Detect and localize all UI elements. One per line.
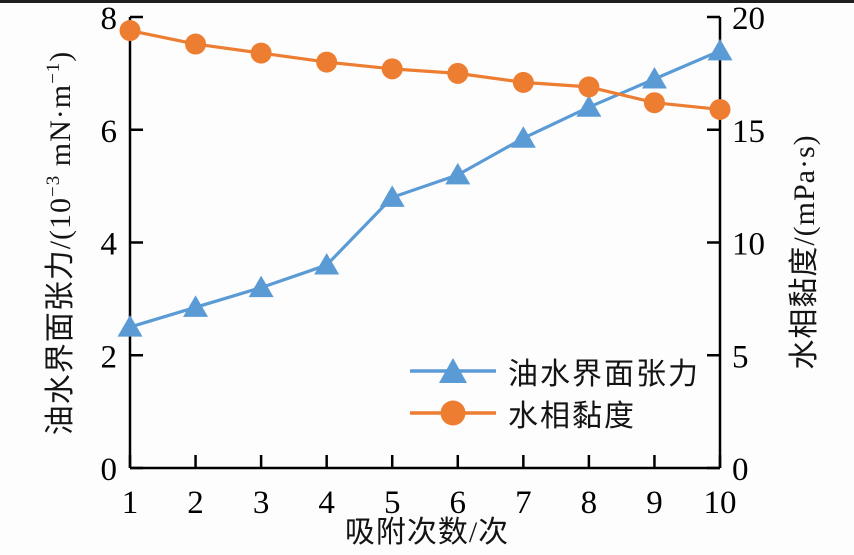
series-1-circle-marker <box>185 33 207 55</box>
series-1-circle-marker <box>381 58 403 80</box>
y-left-tick-label: 6 <box>101 114 118 150</box>
series-0-triangle-marker <box>183 295 209 317</box>
x-tick-label: 3 <box>253 485 270 521</box>
series-1-circle-marker <box>250 42 272 64</box>
series-1-circle-marker <box>447 62 469 84</box>
x-tick-label: 6 <box>450 485 467 521</box>
series-1-circle-marker <box>512 71 534 93</box>
series-1-circle-marker <box>119 20 141 42</box>
top-border-line <box>0 0 854 3</box>
y-axis-label-left: 油水界面张力/(10−3 mN·m−1) <box>35 51 79 436</box>
circle-marker-icon <box>440 400 466 426</box>
x-tick-label: 10 <box>704 485 737 521</box>
y-left-close-paren: ) <box>44 50 77 62</box>
series-0-triangle-marker <box>445 162 471 185</box>
y-left-tick-label: 0 <box>101 452 118 488</box>
series-0-triangle-marker <box>707 38 733 61</box>
y-right-tick-label: 5 <box>732 339 749 375</box>
y-right-tick-label: 0 <box>732 452 749 488</box>
x-tick-label: 4 <box>318 485 335 521</box>
legend: 油水界面张力 水相黏度 <box>408 352 700 433</box>
series-layer <box>117 20 733 337</box>
x-tick-label: 8 <box>581 485 598 521</box>
x-tick-label: 2 <box>187 485 204 521</box>
series-0-triangle-marker <box>314 253 340 275</box>
legend-key-circle <box>410 400 496 426</box>
x-tick-label: 1 <box>122 485 139 521</box>
y-right-tick-label: 15 <box>732 114 765 150</box>
x-axis-label: 吸附次数/次 <box>344 516 510 549</box>
y-left-tick-label: 2 <box>101 339 118 375</box>
series-0-line <box>128 49 722 329</box>
series-1-circle-marker <box>316 51 338 73</box>
y-right-tick-label: 10 <box>732 227 765 263</box>
series-0-triangle-marker <box>510 126 536 148</box>
axes-layer: 0 2 4 6 8 0 5 10 15 20 1 2 3 4 5 6 7 8 9 10 <box>101 1 766 521</box>
legend-label-tension: 油水界面张力 <box>508 358 700 391</box>
series-0-triangle-marker <box>248 275 274 298</box>
x-tick-label: 9 <box>646 485 663 521</box>
series-0-triangle-marker <box>576 95 602 117</box>
series-1-circle-marker <box>578 76 600 98</box>
y-left-tick-label: 8 <box>101 1 118 37</box>
y-right-tick-label: 20 <box>732 1 765 37</box>
y-left-tick-label: 4 <box>101 227 118 263</box>
legend-key-triangle <box>410 358 496 383</box>
series-1-circle-marker <box>643 92 665 114</box>
series-0-triangle-marker <box>379 185 405 207</box>
y-left-unit: mN·m <box>44 83 77 175</box>
series-0-triangle-marker <box>117 315 143 337</box>
legend-item-viscosity: 水相黏度 <box>408 394 700 433</box>
y-left-superscript-2: −1 <box>43 61 64 84</box>
series-1-circle-marker <box>709 98 731 120</box>
y-axis-label-right: 水相黏度/(mPa·s) <box>788 134 821 370</box>
triangle-marker-icon <box>439 358 467 383</box>
series-0-triangle-marker <box>641 67 667 89</box>
y-left-superscript: −3 <box>43 174 64 197</box>
legend-item-tension: 油水界面张力 <box>408 352 700 391</box>
legend-label-viscosity: 水相黏度 <box>508 400 636 433</box>
series-1-line <box>128 28 722 112</box>
x-tick-label: 5 <box>384 485 401 521</box>
x-tick-label: 7 <box>515 485 532 521</box>
y-left-text: 油水界面张力/(10 <box>44 196 77 436</box>
